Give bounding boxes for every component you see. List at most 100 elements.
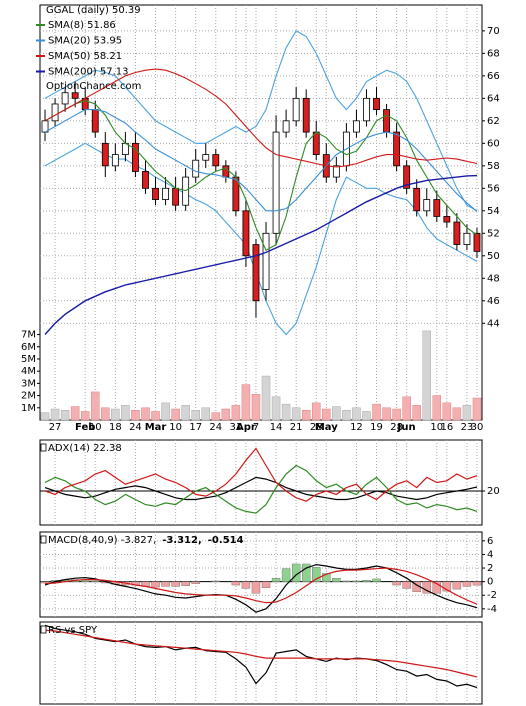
y-tick-label: 56 [487, 183, 500, 194]
volume-bar [301, 409, 311, 421]
histogram-bar [362, 580, 371, 582]
histogram-bar [372, 578, 381, 582]
indicator-line [44, 476, 478, 501]
volume-bar [151, 411, 160, 421]
legend-label: -0.514 [208, 535, 244, 546]
y-tick-label: 0 [487, 577, 493, 588]
panel-frame [39, 621, 483, 705]
histogram-bar [251, 581, 261, 594]
histogram-bar [91, 580, 100, 582]
x-tick-label: 28 [390, 422, 403, 433]
x-tick-label: 28 [310, 422, 323, 433]
indicator-line [44, 464, 478, 514]
candle-body [463, 232, 471, 245]
x-tick-label: Mar [145, 422, 167, 433]
histogram-bar [342, 580, 351, 582]
candle-body [101, 142, 109, 167]
indicator-line [44, 447, 478, 502]
volume-bar [392, 408, 401, 421]
x-tick-label: 18 [109, 422, 122, 433]
candle-body [272, 131, 280, 234]
x-tick-label: 17 [189, 422, 202, 433]
y-tick-label: 64 [487, 93, 500, 104]
x-tick-label: 27 [49, 422, 62, 433]
x-tick-label: 24 [129, 422, 142, 433]
y-tick-label: 46 [487, 296, 500, 307]
volume-bar [271, 396, 281, 421]
candle-body [373, 97, 380, 110]
candle-body [51, 103, 59, 122]
sma-line [44, 100, 478, 251]
y-tick-label: 2M [21, 391, 36, 402]
histogram-bar [472, 581, 482, 586]
volume-bar [70, 406, 80, 421]
indicator-line [44, 563, 478, 613]
panel-title: RS vs SPY [48, 625, 98, 636]
histogram-bar [312, 567, 321, 582]
volume-bar [322, 408, 331, 421]
histogram-bar [301, 563, 311, 582]
volume-bar [221, 408, 231, 421]
histogram-bar [211, 580, 221, 582]
candle-body [353, 120, 360, 133]
legend-marker [40, 625, 47, 634]
volume-bar [40, 412, 50, 421]
volume-bar [201, 407, 211, 421]
y-tick-label: 60 [487, 138, 500, 149]
candle-body [282, 120, 290, 133]
volume-bar [121, 405, 130, 421]
x-tick-label: 10 [89, 422, 102, 433]
y-tick-label: 70 [487, 26, 500, 37]
y-tick-label: 48 [487, 273, 500, 284]
y-tick-label: 44 [487, 318, 500, 329]
candle-body [413, 187, 421, 212]
candle-body [363, 97, 370, 122]
indicator-line [44, 567, 478, 605]
y-tick-label: 2 [487, 563, 493, 574]
histogram-bar [271, 578, 281, 582]
y-tick-label: 4M [21, 366, 36, 377]
panel-frame [39, 439, 483, 526]
x-tick-label: Apr [236, 422, 256, 433]
candle-body [312, 131, 320, 155]
candle-body [212, 154, 220, 167]
y-tick-label: 20 [487, 486, 500, 497]
legend-label: SMA(8) 51.86 [48, 20, 116, 31]
candle-body [403, 165, 411, 189]
histogram-bar [322, 573, 331, 582]
volume-bar [372, 403, 381, 421]
x-tick-label: Feb [75, 422, 95, 433]
volume-bar [90, 391, 100, 421]
histogram-bar [191, 581, 200, 584]
y-tick-label: 50 [487, 251, 500, 262]
x-tick-label: May [315, 422, 338, 433]
x-tick-label: 10 [169, 422, 182, 433]
candle-body [453, 221, 461, 245]
histogram-bar [40, 581, 50, 584]
histogram-bar [462, 581, 472, 587]
candle-body [423, 199, 431, 212]
x-tick-label: 31 [230, 422, 243, 433]
volume-bar [342, 409, 351, 421]
histogram-bar [181, 581, 190, 586]
candle-body [61, 92, 69, 105]
volume-bar [131, 409, 140, 421]
legend-label: SMA(200) 57.13 [48, 67, 129, 78]
histogram-bar [352, 580, 361, 582]
volume-bar [291, 407, 301, 421]
y-tick-label: -4 [487, 604, 497, 615]
volume-bar [412, 405, 421, 421]
histogram-bar [392, 581, 401, 586]
y-tick-label: 6M [21, 342, 36, 353]
candle-body [242, 210, 250, 257]
candle-body [262, 232, 270, 290]
histogram-bar [151, 581, 160, 588]
candle-body [252, 244, 260, 302]
candle-body [383, 109, 390, 133]
watermark: OptionChance.com [46, 81, 141, 92]
candle-body [142, 171, 149, 189]
volume-bar [442, 402, 452, 421]
volume-bar [402, 396, 411, 421]
volume-bar [60, 409, 70, 421]
panel-frame [39, 4, 483, 421]
